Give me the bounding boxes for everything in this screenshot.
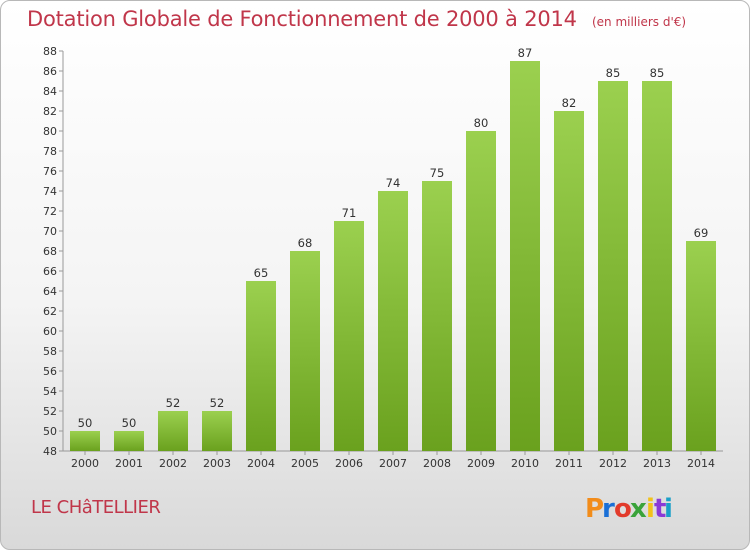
x-tick-label: 2014 xyxy=(687,457,715,470)
x-tick-label: 2007 xyxy=(379,457,407,470)
logo-letter: P xyxy=(585,494,604,524)
y-tick-label: 86 xyxy=(43,65,57,78)
y-tick-label: 66 xyxy=(43,265,57,278)
logo-letter: i xyxy=(664,494,673,524)
bar-value-label: 80 xyxy=(474,116,489,130)
bar-value-label: 52 xyxy=(166,396,181,410)
logo-letter: r xyxy=(602,494,615,524)
chart-header: Dotation Globale de Fonctionnement de 20… xyxy=(27,7,686,31)
chart-title: Dotation Globale de Fonctionnement de 20… xyxy=(27,7,577,31)
y-tick-label: 62 xyxy=(43,305,57,318)
bar-value-label: 69 xyxy=(694,226,709,240)
x-tick-label: 2001 xyxy=(115,457,143,470)
chart-subtitle: (en milliers d'€) xyxy=(591,15,687,29)
x-tick-label: 2012 xyxy=(599,457,627,470)
bar-value-label: 68 xyxy=(298,236,313,250)
x-tick-label: 2006 xyxy=(335,457,363,470)
bar xyxy=(466,131,496,451)
y-tick-label: 48 xyxy=(43,445,57,458)
bar xyxy=(378,191,408,451)
y-tick-label: 74 xyxy=(43,185,57,198)
bar xyxy=(202,411,232,451)
x-tick-label: 2004 xyxy=(247,457,275,470)
y-tick-label: 82 xyxy=(43,105,57,118)
logo-letter: i xyxy=(646,494,655,524)
bar-value-label: 71 xyxy=(342,206,357,220)
bar xyxy=(510,61,540,451)
y-tick-label: 70 xyxy=(43,225,57,238)
bar xyxy=(334,221,364,451)
bar xyxy=(422,181,452,451)
y-tick-label: 58 xyxy=(43,345,57,358)
x-tick-label: 2005 xyxy=(291,457,319,470)
y-tick-label: 54 xyxy=(43,385,57,398)
bar-value-label: 82 xyxy=(562,96,577,110)
bar xyxy=(290,251,320,451)
bar-value-label: 75 xyxy=(430,166,445,180)
bar-value-label: 85 xyxy=(650,66,665,80)
bar xyxy=(554,111,584,451)
bar-value-label: 50 xyxy=(122,416,137,430)
bar xyxy=(158,411,188,451)
y-tick-label: 50 xyxy=(43,425,57,438)
bar-value-label: 74 xyxy=(386,176,401,190)
logo-letter: x xyxy=(630,494,647,524)
y-tick-label: 88 xyxy=(43,45,57,58)
bar-value-label: 52 xyxy=(210,396,225,410)
bar-value-label: 50 xyxy=(78,416,93,430)
logo-letter: t xyxy=(654,494,666,524)
proxiti-logo: Pr ox i ti xyxy=(585,494,673,524)
x-tick-label: 2011 xyxy=(555,457,583,470)
bar-value-label: 85 xyxy=(606,66,621,80)
bar xyxy=(686,241,716,451)
x-tick-label: 2010 xyxy=(511,457,539,470)
bar xyxy=(598,81,628,451)
commune-name: LE CHâTELLIER xyxy=(31,497,161,518)
y-tick-label: 56 xyxy=(43,365,57,378)
chart-axes: 48 50 52 54 56 58 60 62 64 66 68 70 72 74 76 78 80 82 84 86… xyxy=(43,45,723,458)
bar xyxy=(246,281,276,451)
logo-letter: o xyxy=(614,494,632,524)
y-tick-label: 68 xyxy=(43,245,57,258)
y-tick-label: 60 xyxy=(43,325,57,338)
y-tick-label: 80 xyxy=(43,125,57,138)
bar xyxy=(642,81,672,451)
y-tick-label: 78 xyxy=(43,145,57,158)
x-tick-label: 2013 xyxy=(643,457,671,470)
y-tick-label: 64 xyxy=(43,285,57,298)
x-tick-label: 2000 xyxy=(71,457,99,470)
x-tick-label: 2009 xyxy=(467,457,495,470)
chart-labels: 50 2000 50 2001 52 2002 52 2003 65 2004 68 2005 71 20… xyxy=(71,46,715,470)
y-tick-label: 52 xyxy=(43,405,57,418)
x-tick-label: 2003 xyxy=(203,457,231,470)
bar xyxy=(114,431,144,451)
y-tick-label: 76 xyxy=(43,165,57,178)
y-tick-label: 84 xyxy=(43,85,57,98)
x-tick-label: 2008 xyxy=(423,457,451,470)
bar-value-label: 65 xyxy=(254,266,269,280)
chart-bars xyxy=(70,61,716,451)
y-tick-label: 72 xyxy=(43,205,57,218)
bar xyxy=(70,431,100,451)
x-tick-label: 2002 xyxy=(159,457,187,470)
bar-value-label: 87 xyxy=(518,46,533,60)
